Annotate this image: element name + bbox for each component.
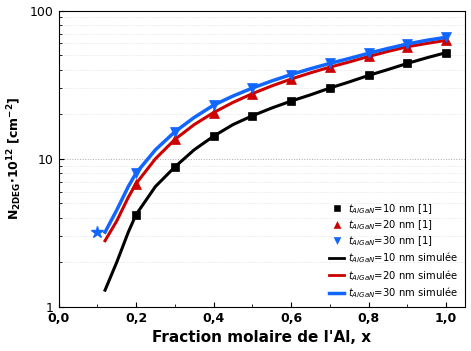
- Legend: $t_{AlGaN}$=10 nm [1], $t_{AlGaN}$=20 nm [1], $t_{AlGaN}$=30 nm [1], $t_{AlGaN}$: $t_{AlGaN}$=10 nm [1], $t_{AlGaN}$=20 nm…: [327, 200, 461, 302]
- Y-axis label: N$_{\mathbf{2DEG}}$$\mathbf{\cdot}$10$^{\mathbf{12}}$ [cm$^{\mathbf{-2}}$]: N$_{\mathbf{2DEG}}$$\mathbf{\cdot}$10$^{…: [6, 97, 24, 220]
- X-axis label: Fraction molaire de l'Al, x: Fraction molaire de l'Al, x: [153, 330, 372, 345]
